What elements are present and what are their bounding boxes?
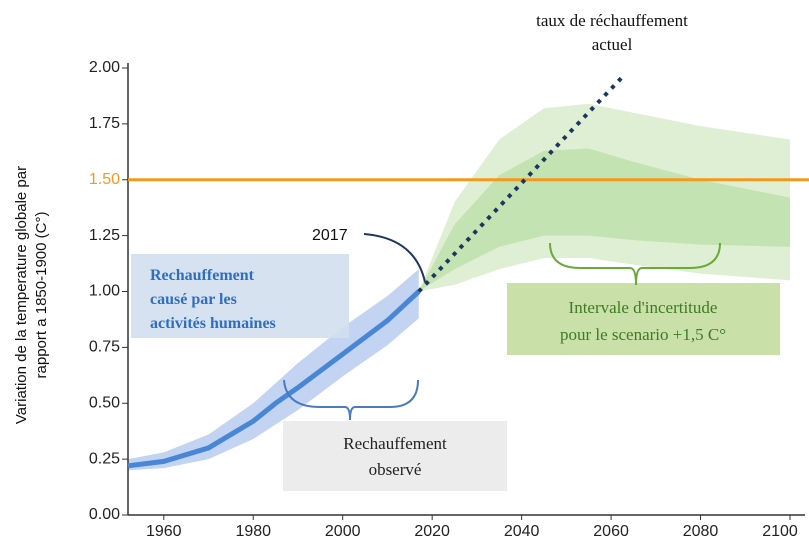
y-tick-label: 0.00 bbox=[89, 506, 120, 523]
y-tick-label: 0.50 bbox=[89, 394, 120, 411]
human-annotation: Rechauffement causé par les activités huma… bbox=[150, 267, 276, 332]
y-tick-label: 1.00 bbox=[89, 283, 120, 300]
data-line bbox=[127, 289, 421, 469]
y-tick-label: 0.75 bbox=[89, 339, 120, 356]
observed-annotation-line: Rechauffement bbox=[343, 434, 447, 453]
uncertainty-band bbox=[418, 148, 790, 292]
human-box bbox=[131, 254, 349, 338]
x-tick-label: 2020 bbox=[414, 523, 450, 540]
x-tick-label: 2060 bbox=[593, 523, 629, 540]
y-tick-label: 1.50 bbox=[89, 171, 120, 188]
x-tick-label: 2080 bbox=[683, 523, 719, 540]
y-tick-label: 1.25 bbox=[89, 227, 120, 244]
uncertainty-box bbox=[507, 283, 780, 355]
x-tick-label: 2040 bbox=[504, 523, 540, 540]
x-tick-label: 2100 bbox=[762, 523, 798, 540]
y-tick-label: 0.25 bbox=[89, 450, 120, 467]
uncertainty-annotation-line: Intervale d'incertitude bbox=[569, 298, 718, 317]
y-axis-label-line: Variation de la temperature globale par bbox=[13, 166, 30, 424]
x-tick-label: 1980 bbox=[235, 523, 271, 540]
observed-brace bbox=[283, 379, 419, 421]
y-axis-label-line: rapport a 1850-1900 (C°) bbox=[33, 212, 50, 379]
rate-annotation: taux de réchauffement actuel bbox=[536, 11, 688, 54]
human-annotation-line: causé par les bbox=[150, 291, 237, 308]
observed-annotation-line: observé bbox=[369, 460, 422, 479]
rate-annotation-line: actuel bbox=[592, 35, 633, 54]
y-tick-label: 1.75 bbox=[89, 115, 120, 132]
uncertainty-brace bbox=[549, 242, 721, 286]
uncertainty-annotation-line: pour le scenario +1,5 C° bbox=[560, 325, 726, 344]
y-axis-label: Variation de la temperature globale par r… bbox=[13, 166, 50, 424]
x-tick-label: 2000 bbox=[325, 523, 361, 540]
uncertainty-annotation: Intervale d'incertitude pour le scenario … bbox=[560, 298, 726, 344]
human-annotation-line: activités humaines bbox=[150, 315, 276, 332]
year-pointer bbox=[363, 233, 426, 283]
observed-annotation: Rechauffement observé bbox=[343, 434, 447, 479]
human-annotation-line: Rechauffement bbox=[150, 267, 255, 284]
observed-box bbox=[283, 421, 507, 491]
rate-annotation-line: taux de réchauffement bbox=[536, 11, 688, 30]
x-tick-label: 1960 bbox=[146, 523, 182, 540]
year-annotation: 2017 bbox=[312, 227, 348, 244]
y-tick-label: 2.00 bbox=[89, 59, 120, 76]
